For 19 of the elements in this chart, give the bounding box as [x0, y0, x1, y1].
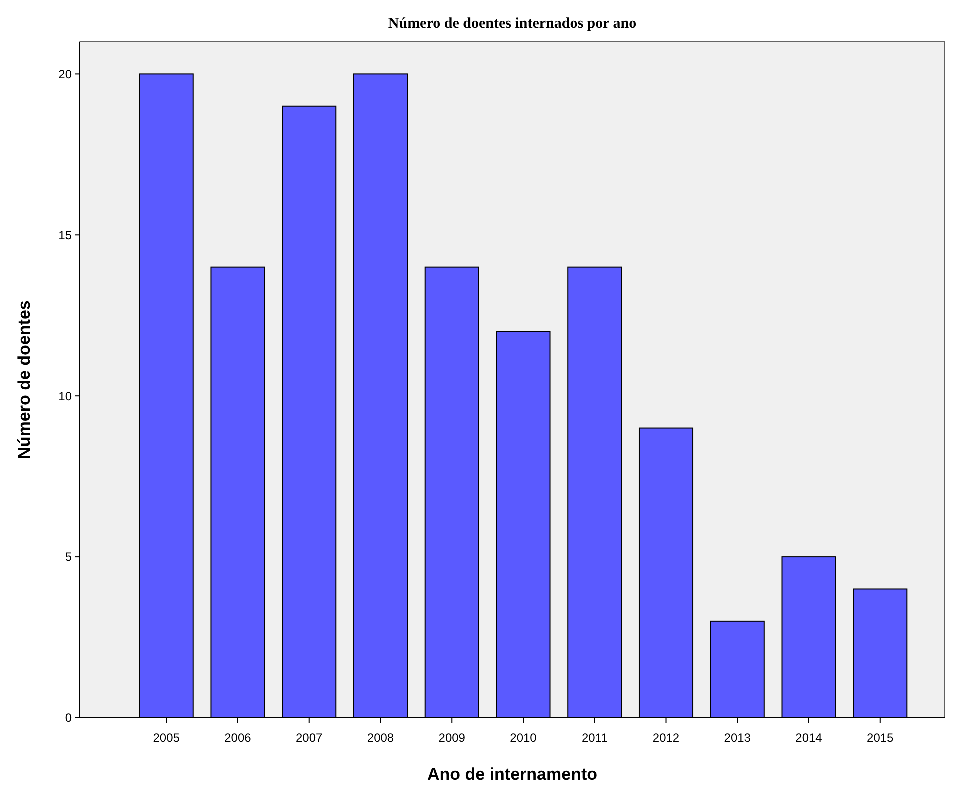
- y-tick-label: 10: [58, 389, 72, 404]
- y-tick-label: 20: [58, 67, 72, 82]
- x-tick-label: 2011: [582, 731, 608, 745]
- x-tick-label: 2015: [867, 731, 894, 745]
- x-tick-label: 2005: [153, 731, 180, 745]
- x-tick-label: 2012: [652, 731, 680, 745]
- y-tick-label: 5: [65, 550, 72, 564]
- y-tick-label: 0: [65, 711, 72, 726]
- chart-title: Número de doentes internados por ano: [388, 16, 637, 32]
- x-tick-label: 2013: [724, 731, 752, 745]
- x-tick-label: 2010: [510, 731, 538, 745]
- x-tick-label: 2009: [438, 731, 466, 745]
- x-tick-label: 2006: [224, 731, 252, 745]
- y-axis-title: Número de doentes: [15, 300, 34, 460]
- x-tick-label: 2008: [367, 731, 394, 745]
- x-tick-label: 2014: [796, 731, 823, 745]
- y-tick-label: 15: [58, 228, 72, 242]
- x-axis-title: Ano de internamento: [427, 765, 598, 784]
- x-tick-label: 2007: [296, 731, 324, 745]
